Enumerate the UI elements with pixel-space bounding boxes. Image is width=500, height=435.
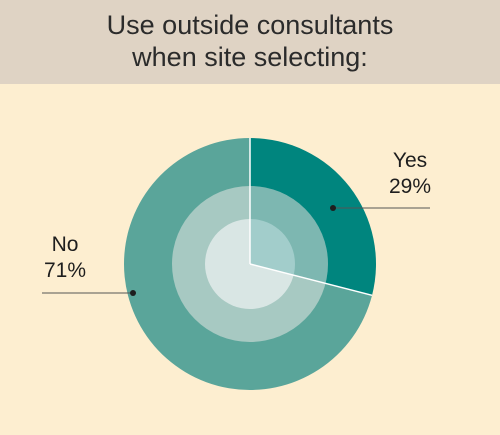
title-band: Use outside consultants when site select… (0, 0, 500, 84)
no-label: No (52, 233, 79, 256)
yes-leader-dot (330, 205, 336, 211)
slice-dividers (249, 138, 373, 297)
slice-divider (249, 263, 373, 297)
yes-label: Yes (393, 149, 427, 172)
yes-slice-inner-tint (250, 185, 328, 284)
chart-title-line-2: when site selecting: (132, 42, 368, 72)
no-value-label: 71% (44, 259, 86, 282)
chart-title-line-1: Use outside consultants (106, 10, 394, 40)
no-leader-dot (130, 290, 136, 296)
yes-value-label: 29% (389, 175, 431, 198)
